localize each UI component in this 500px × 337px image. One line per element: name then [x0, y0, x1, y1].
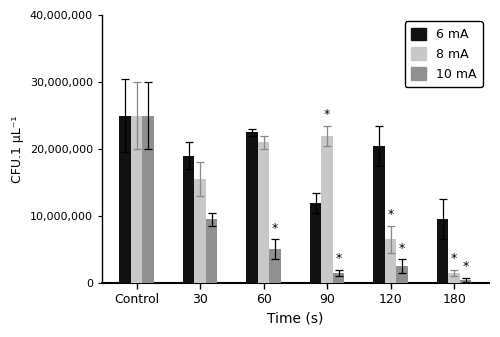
Text: *: * — [399, 242, 405, 255]
Bar — [374, 146, 385, 283]
X-axis label: Time (s): Time (s) — [267, 312, 324, 326]
Bar — [206, 219, 217, 283]
Bar — [333, 273, 344, 283]
Bar — [246, 132, 258, 283]
Text: *: * — [324, 108, 330, 121]
Text: *: * — [451, 252, 458, 265]
Bar — [460, 280, 471, 283]
Text: *: * — [336, 252, 342, 265]
Bar — [270, 249, 280, 283]
Bar — [131, 116, 142, 283]
Y-axis label: CFU.1 μL⁻¹: CFU.1 μL⁻¹ — [11, 115, 24, 183]
Bar — [120, 116, 131, 283]
Bar — [385, 239, 396, 283]
Bar — [258, 142, 270, 283]
Bar — [322, 135, 333, 283]
Bar — [142, 116, 154, 283]
Text: *: * — [388, 208, 394, 221]
Bar — [194, 179, 206, 283]
Bar — [448, 273, 460, 283]
Legend: 6 mA, 8 mA, 10 mA: 6 mA, 8 mA, 10 mA — [404, 21, 482, 87]
Text: *: * — [462, 260, 468, 273]
Bar — [437, 219, 448, 283]
Text: *: * — [272, 222, 278, 235]
Bar — [310, 203, 322, 283]
Bar — [183, 156, 194, 283]
Bar — [396, 266, 408, 283]
